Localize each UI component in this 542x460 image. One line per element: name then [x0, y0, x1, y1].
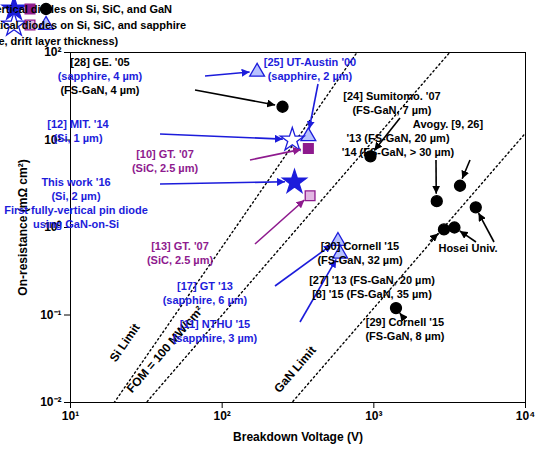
svg-text:Fully-vertical diodes on Si, S: Fully-vertical diodes on Si, SiC, and Ga…	[0, 3, 172, 15]
svg-text:(sapphire, 2 µm): (sapphire, 2 µm)	[268, 70, 353, 82]
svg-text:(FS-GaN, 4 µm): (FS-GaN, 4 µm)	[60, 84, 139, 96]
svg-text:(sapphire, 3 µm): (sapphire, 3 µm)	[173, 332, 258, 344]
svg-text:(FS-GaN, 8 µm): (FS-GaN, 8 µm)	[365, 330, 444, 342]
svg-text:10⁻¹: 10⁻¹	[40, 308, 61, 322]
svg-text:Breakdown Voltage (V): Breakdown Voltage (V)	[233, 430, 363, 444]
svg-text:(sapphire, 4 µm): (sapphire, 4 µm)	[58, 70, 143, 82]
svg-text:(SiC, 2.5 µm): (SiC, 2.5 µm)	[147, 254, 214, 266]
svg-text:(FS-GaN, 7 µm): (FS-GaN, 7 µm)	[352, 104, 431, 116]
svg-text:(Si, 1 µm): (Si, 1 µm)	[53, 132, 102, 144]
svg-text:(Growth substrate, drift layer: (Growth substrate, drift layer thickness…	[0, 35, 119, 47]
svg-text:'13 (FS-GaN, 20 µm): '13 (FS-GaN, 20 µm)	[346, 132, 449, 144]
svg-text:On-resistance (mΩ cm²): On-resistance (mΩ cm²)	[16, 159, 30, 295]
svg-text:[11] NTHU '15: [11] NTHU '15	[180, 318, 250, 330]
svg-text:10²: 10²	[213, 409, 230, 423]
svg-text:10⁴: 10⁴	[516, 409, 535, 423]
svg-text:10¹: 10¹	[62, 409, 79, 423]
svg-text:[17] GT '13: [17] GT '13	[177, 280, 233, 292]
svg-text:[8] '15 (FS-GaN, 35 µm): [8] '15 (FS-GaN, 35 µm)	[312, 288, 432, 300]
svg-text:(SiC, 2.5 µm): (SiC, 2.5 µm)	[132, 162, 199, 174]
svg-text:This work '16: This work '16	[41, 176, 110, 188]
svg-text:(sapphire, 6 µm): (sapphire, 6 µm)	[163, 294, 248, 306]
svg-text:FOM = 100 MW/cm²: FOM = 100 MW/cm²	[123, 303, 207, 396]
svg-text:Quasi-vertical diodes on Si, S: Quasi-vertical diodes on Si, SiC, and sa…	[0, 19, 186, 31]
svg-text:10⁻²: 10⁻²	[40, 395, 61, 409]
svg-text:[24] Sumitomo. '07: [24] Sumitomo. '07	[343, 90, 440, 102]
svg-text:10²: 10²	[44, 45, 61, 59]
svg-text:[10] GT. '07: [10] GT. '07	[136, 148, 194, 160]
svg-text:[25] UT-Austin '00: [25] UT-Austin '00	[264, 56, 356, 68]
svg-text:(Si, 2 µm): (Si, 2 µm)	[51, 190, 100, 202]
svg-text:First fully-vertical pin diode: First fully-vertical pin diode	[4, 204, 148, 216]
svg-text:Hosei Univ.: Hosei Univ.	[438, 242, 497, 254]
svg-text:[27] '13 (FS-GaN, 20 µm): [27] '13 (FS-GaN, 20 µm)	[309, 274, 435, 286]
svg-text:[12] MIT. '14: [12] MIT. '14	[47, 118, 109, 130]
svg-text:Si Limit: Si Limit	[107, 321, 143, 365]
svg-text:Avogy. [9, 26]: Avogy. [9, 26]	[413, 118, 484, 130]
svg-text:[29] Cornell '15: [29] Cornell '15	[366, 316, 444, 328]
svg-text:'14 (FS-GaN, > 30 µm): '14 (FS-GaN, > 30 µm)	[342, 146, 455, 158]
svg-text:[30] Cornell '15: [30] Cornell '15	[321, 240, 399, 252]
svg-text:10³: 10³	[365, 409, 382, 423]
svg-text:[13] GT. '07: [13] GT. '07	[151, 240, 209, 252]
svg-text:GaN Limit: GaN Limit	[271, 343, 319, 395]
svg-text:[28] GE. '05: [28] GE. '05	[70, 56, 129, 68]
svg-text:(FS-GaN, 32 µm): (FS-GaN, 32 µm)	[317, 254, 403, 266]
svg-text:using GaN-on-Si: using GaN-on-Si	[33, 218, 119, 230]
